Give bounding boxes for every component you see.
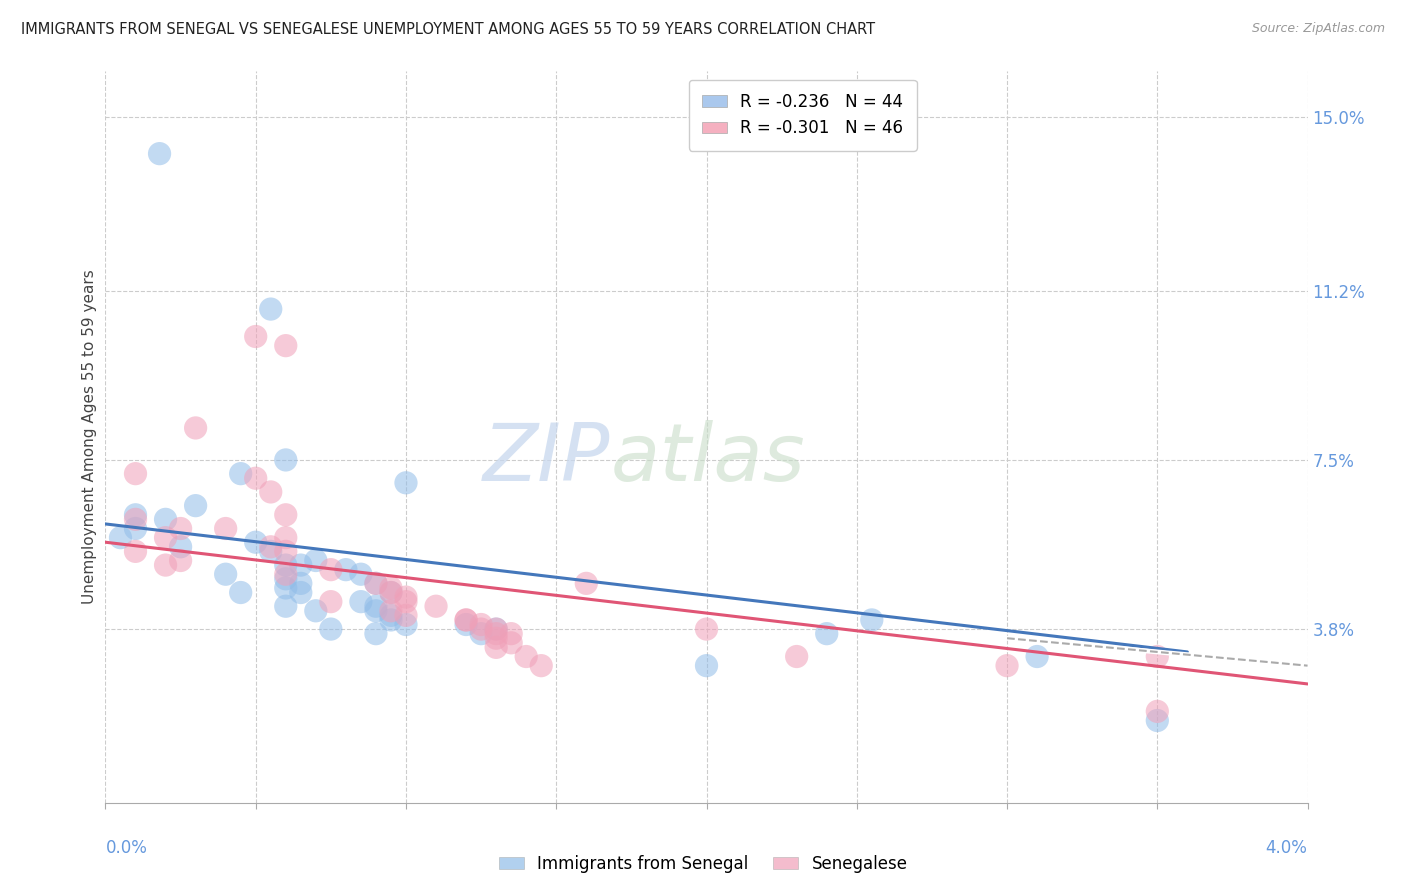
Point [380,608,402,623]
Point [260,544,283,558]
Point [229,467,252,481]
Point [1146,714,1168,728]
Point [245,471,267,485]
Point [274,572,297,586]
Point [815,626,838,640]
Point [1146,705,1168,719]
Point [470,617,492,632]
Point [274,453,297,467]
Point [470,626,492,640]
Point [214,521,236,535]
Legend: Immigrants from Senegal, Senegalese: Immigrants from Senegal, Senegalese [492,848,914,880]
Point [124,512,146,526]
Point [395,590,418,604]
Point [454,613,477,627]
Point [260,301,283,317]
Point [169,553,191,567]
Point [530,658,553,673]
Point [454,613,477,627]
Point [470,622,492,636]
Point [124,544,146,558]
Point [274,508,297,522]
Point [1026,649,1049,664]
Point [305,553,328,567]
Point [169,540,191,554]
Point [395,617,418,632]
Point [274,338,297,352]
Point [860,613,883,627]
Point [364,576,387,591]
Point [290,585,312,599]
Point [364,626,387,640]
Point [274,531,297,545]
Point [260,485,283,500]
Point [260,540,283,554]
Point [245,329,267,343]
Point [290,558,312,573]
Point [696,622,718,636]
Point [380,585,402,599]
Point [350,594,373,608]
Point [786,649,808,664]
Point [364,576,387,591]
Point [214,567,236,582]
Point [364,604,387,618]
Point [290,576,312,591]
Point [319,563,342,577]
Point [335,563,357,577]
Text: IMMIGRANTS FROM SENEGAL VS SENEGALESE UNEMPLOYMENT AMONG AGES 55 TO 59 YEARS COR: IMMIGRANTS FROM SENEGAL VS SENEGALESE UN… [21,22,875,37]
Point [184,499,207,513]
Point [148,146,170,161]
Point [274,544,297,558]
Point [1146,649,1168,664]
Point [124,521,146,535]
Point [696,658,718,673]
Text: atlas: atlas [610,420,806,498]
Point [501,626,523,640]
Point [110,531,132,545]
Point [274,599,297,614]
Point [395,475,418,490]
Point [380,581,402,595]
Text: ZIP: ZIP [484,420,610,498]
Point [380,613,402,627]
Point [485,622,508,636]
Point [395,594,418,608]
Point [245,535,267,549]
Point [155,512,177,526]
Point [274,567,297,582]
Point [274,581,297,595]
Point [995,658,1018,673]
Point [364,599,387,614]
Legend: R = -0.236   N = 44, R = -0.301   N = 46: R = -0.236 N = 44, R = -0.301 N = 46 [689,79,917,151]
Point [485,626,508,640]
Point [485,632,508,646]
Text: 0.0%: 0.0% [105,839,148,857]
Point [485,640,508,655]
Point [274,558,297,573]
Point [501,636,523,650]
Point [395,608,418,623]
Point [124,508,146,522]
Point [229,585,252,599]
Point [155,558,177,573]
Point [575,576,598,591]
Point [155,531,177,545]
Point [124,467,146,481]
Point [380,604,402,618]
Point [515,649,537,664]
Point [319,594,342,608]
Point [454,617,477,632]
Point [380,585,402,599]
Text: Source: ZipAtlas.com: Source: ZipAtlas.com [1251,22,1385,36]
Point [425,599,447,614]
Point [169,521,191,535]
Text: 4.0%: 4.0% [1265,839,1308,857]
Point [319,622,342,636]
Point [485,622,508,636]
Y-axis label: Unemployment Among Ages 55 to 59 years: Unemployment Among Ages 55 to 59 years [82,269,97,605]
Point [305,604,328,618]
Point [184,421,207,435]
Point [350,567,373,582]
